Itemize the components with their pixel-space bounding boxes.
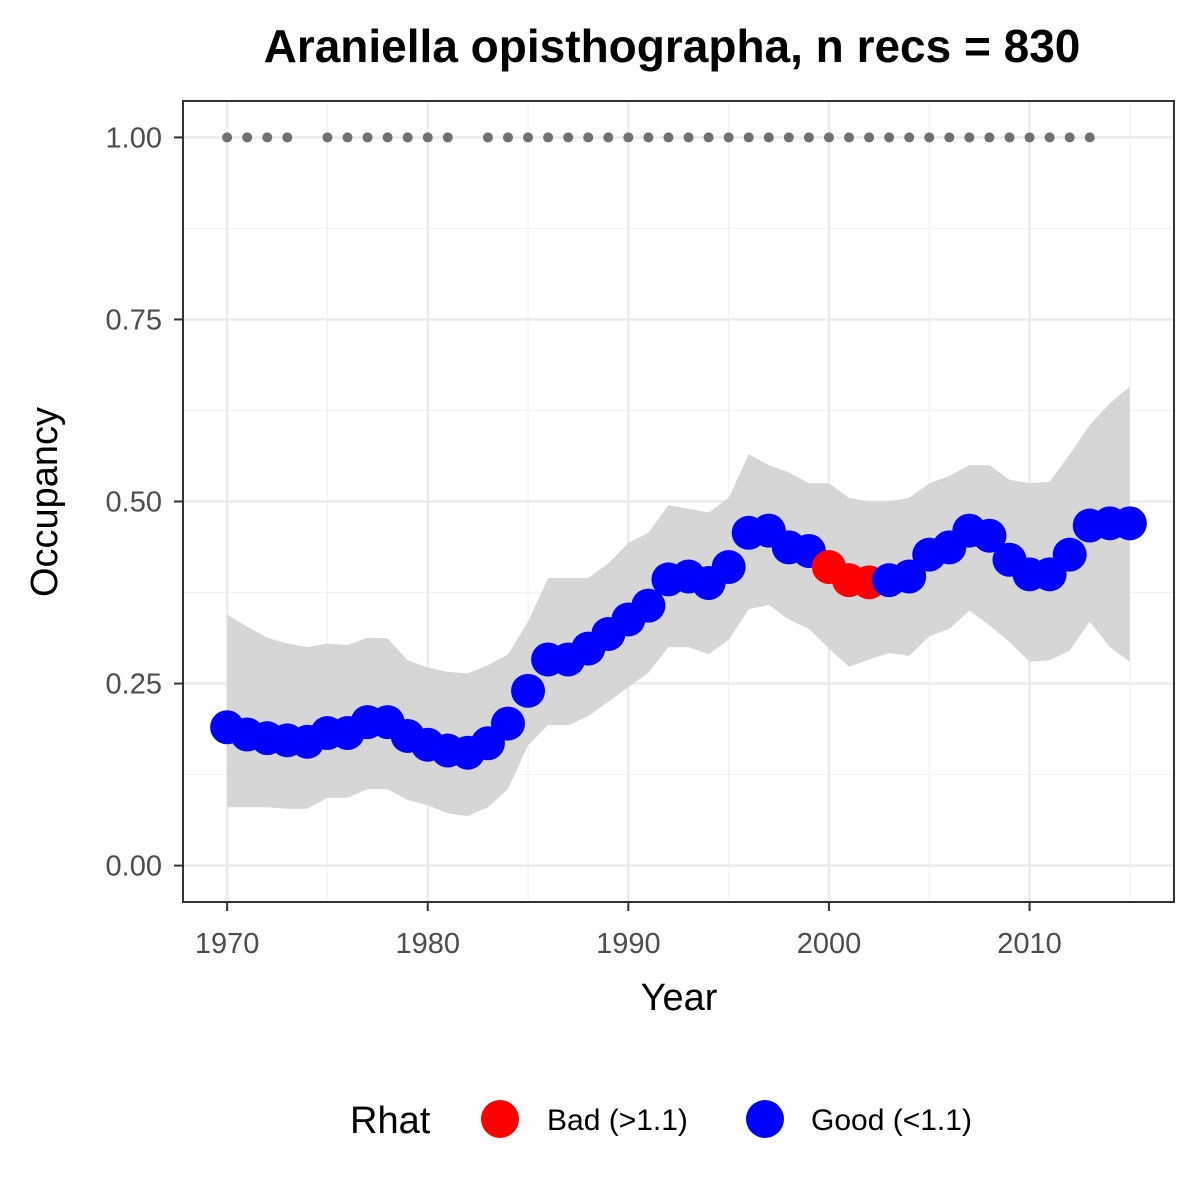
occupancy-points <box>210 506 1147 770</box>
record-year-dots <box>222 132 1095 143</box>
legend-key-good <box>746 1100 784 1138</box>
record-dot <box>683 132 694 143</box>
y-tick-label: 0.75 <box>106 304 162 336</box>
y-tick-label: 0.50 <box>106 487 162 519</box>
record-dot <box>984 132 995 143</box>
occupancy-point-good <box>972 518 1007 553</box>
record-dot <box>803 132 814 143</box>
record-dot <box>603 132 614 143</box>
record-dot <box>543 132 554 143</box>
record-dot <box>222 132 233 143</box>
credible-interval-ribbon <box>227 386 1130 817</box>
record-dot <box>583 132 594 143</box>
record-dot <box>904 132 915 143</box>
record-dot <box>442 132 453 143</box>
occupancy-point-good <box>490 706 525 741</box>
record-dot <box>422 132 433 143</box>
record-dot <box>623 132 634 143</box>
record-dot <box>964 132 975 143</box>
record-dot <box>844 132 855 143</box>
legend: Rhat Bad (>1.1) Good (<1.1) <box>350 1100 972 1142</box>
x-tick-label: 1980 <box>395 928 460 960</box>
record-dot <box>242 132 253 143</box>
record-dot <box>262 132 273 143</box>
record-dot <box>823 132 834 143</box>
record-dot <box>884 132 895 143</box>
record-dot <box>342 132 353 143</box>
record-dot <box>944 132 955 143</box>
legend-label-good: Good (<1.1) <box>811 1104 972 1137</box>
x-tick-label: 1990 <box>596 928 661 960</box>
record-dot <box>282 132 293 143</box>
occupancy-point-good <box>1052 537 1087 572</box>
x-tick-label: 2000 <box>797 928 862 960</box>
record-dot <box>563 132 574 143</box>
y-axis: 0.00 0.25 0.50 0.75 1.00 <box>106 122 183 883</box>
legend-title: Rhat <box>350 1100 431 1142</box>
record-dot <box>924 132 935 143</box>
record-dot <box>322 132 333 143</box>
record-dot <box>1084 132 1095 143</box>
occupancy-point-good <box>631 588 666 623</box>
legend-label-bad: Bad (>1.1) <box>547 1104 688 1137</box>
occupancy-point-good <box>1112 506 1147 541</box>
x-tick-label: 1970 <box>195 928 260 960</box>
occupancy-point-good <box>511 673 546 708</box>
x-tick-label: 2010 <box>997 928 1062 960</box>
legend-key-bad <box>481 1100 519 1138</box>
record-dot <box>382 132 393 143</box>
record-dot <box>1004 132 1015 143</box>
record-dot <box>1024 132 1035 143</box>
occupancy-point-good <box>711 550 746 585</box>
y-tick-label: 0.25 <box>106 669 162 701</box>
record-dot <box>663 132 674 143</box>
record-dot <box>502 132 513 143</box>
x-axis-title: Year <box>641 977 718 1019</box>
y-tick-label: 1.00 <box>106 122 162 154</box>
record-dot <box>1044 132 1055 143</box>
record-dot <box>864 132 875 143</box>
record-dot <box>523 132 534 143</box>
record-dot <box>482 132 493 143</box>
record-dot <box>362 132 373 143</box>
record-dot <box>723 132 734 143</box>
chart-title: Araniella opisthographa, n recs = 830 <box>264 20 1081 72</box>
record-dot <box>1064 132 1075 143</box>
record-dot <box>643 132 654 143</box>
occupancy-point-good <box>892 559 927 594</box>
plot-panel <box>182 100 1175 903</box>
y-axis-title: Occupancy <box>24 407 66 597</box>
record-dot <box>743 132 754 143</box>
record-dot <box>703 132 714 143</box>
record-dot <box>783 132 794 143</box>
x-axis: 1970 1980 1990 2000 2010 <box>195 902 1062 960</box>
record-dot <box>402 132 413 143</box>
y-tick-label: 0.00 <box>106 851 162 883</box>
record-dot <box>763 132 774 143</box>
